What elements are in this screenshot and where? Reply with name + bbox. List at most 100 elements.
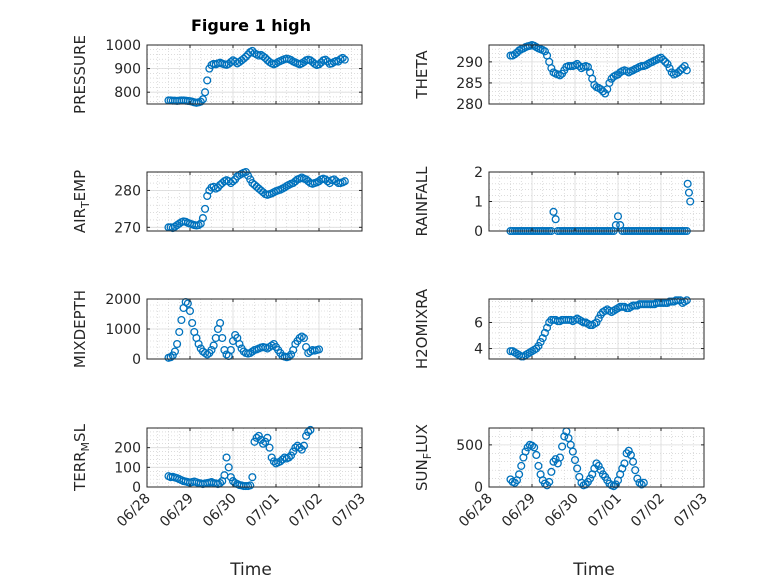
y-axis-label: PRESSURE	[71, 35, 89, 114]
data-point	[624, 446, 633, 455]
y-tick-label: 0	[474, 224, 483, 240]
data-point	[601, 89, 610, 98]
axes-box	[146, 427, 363, 488]
data-point	[216, 479, 225, 488]
data-point	[267, 453, 276, 462]
data-point	[570, 455, 580, 465]
data-point	[297, 445, 306, 454]
y-tick-label: 270	[114, 220, 141, 236]
data-point	[198, 214, 207, 223]
data-point	[246, 481, 255, 490]
data-point	[248, 347, 257, 356]
data-point	[218, 333, 227, 343]
data-point	[555, 71, 564, 80]
data-point	[551, 455, 560, 464]
data-point	[248, 473, 257, 482]
x-tick-label: 07/03	[671, 491, 711, 531]
y-axis-label: H2OMIXRA	[413, 288, 431, 369]
data-point	[540, 328, 549, 337]
subplot-rainfall: 0 1 2 RAINFALL	[413, 165, 705, 240]
y-axis-label: TERRMSL	[71, 423, 92, 492]
data-point	[680, 62, 689, 71]
data-point	[686, 197, 695, 206]
data-point	[549, 457, 558, 466]
data-point	[194, 221, 203, 230]
data-point	[340, 177, 349, 186]
data-point	[545, 477, 554, 486]
data-point	[239, 54, 248, 63]
data-point	[295, 443, 304, 452]
data-point	[538, 334, 547, 343]
data-point	[201, 348, 210, 358]
y-axis-label: MIXDEPTH	[71, 290, 89, 368]
data-point	[321, 55, 330, 64]
data-point	[203, 350, 212, 359]
subplot-pressure: 800 900 1000 PRESSURE	[71, 35, 363, 114]
data-point	[284, 453, 293, 462]
data-point	[295, 333, 304, 343]
y-tick-label: 900	[114, 62, 141, 78]
axes-box	[488, 298, 705, 360]
axes-box	[488, 427, 705, 488]
data-point	[558, 442, 567, 451]
data-point	[536, 337, 545, 347]
x-tick-label: 07/02	[628, 491, 668, 531]
data-point	[259, 439, 268, 448]
data-point	[216, 318, 225, 328]
data-point	[592, 459, 601, 468]
data-point	[194, 339, 203, 349]
x-tick-label: 07/03	[329, 491, 369, 531]
data-point	[598, 470, 607, 479]
data-point	[568, 447, 577, 456]
axes-box	[146, 44, 363, 105]
data-point	[252, 433, 261, 442]
y-tick-label: 280	[114, 183, 141, 199]
axes-box	[146, 171, 363, 232]
y-tick-label: 280	[456, 97, 483, 113]
y-axis-label: AIRTEMP	[71, 170, 92, 233]
data-point	[235, 339, 244, 349]
data-point	[198, 95, 207, 104]
data-point	[226, 345, 235, 355]
data-point	[224, 463, 233, 472]
data-point	[527, 441, 537, 450]
x-tick-label: 06/28	[114, 491, 154, 531]
data-series	[506, 40, 691, 98]
data-point	[265, 443, 274, 452]
y-axis-label: THETA	[413, 50, 431, 100]
y-tick-label: 2	[474, 165, 483, 181]
y-tick-label: 1	[474, 195, 483, 211]
data-point	[521, 447, 530, 456]
data-point	[542, 323, 552, 332]
data-point	[684, 188, 693, 197]
y-tick-label: 800	[114, 85, 141, 101]
data-point	[613, 212, 623, 221]
y-tick-label: 0	[132, 480, 141, 496]
subplot-h2omixra: 4 6 H2OMIXRA	[413, 288, 705, 369]
plot-area	[489, 428, 704, 487]
data-point	[674, 68, 683, 77]
data-point	[585, 474, 595, 483]
data-point	[530, 443, 539, 452]
data-point	[605, 78, 614, 87]
y-axis-label: RAINFALL	[413, 166, 431, 237]
data-point	[532, 450, 541, 460]
data-point	[517, 461, 526, 470]
data-point	[510, 478, 519, 487]
data-point	[573, 59, 582, 69]
data-point	[286, 451, 296, 460]
data-point	[233, 172, 242, 181]
y-tick-label: 1000	[105, 322, 141, 338]
data-point	[299, 441, 309, 450]
data-series	[164, 425, 315, 491]
x-tick-label: 07/02	[286, 491, 326, 531]
data-point	[228, 177, 238, 186]
data-point	[289, 447, 298, 456]
data-point	[188, 318, 197, 328]
data-point	[534, 341, 543, 351]
data-point	[314, 345, 324, 354]
data-point	[631, 466, 640, 475]
data-series	[164, 297, 324, 362]
data-point	[659, 55, 668, 64]
